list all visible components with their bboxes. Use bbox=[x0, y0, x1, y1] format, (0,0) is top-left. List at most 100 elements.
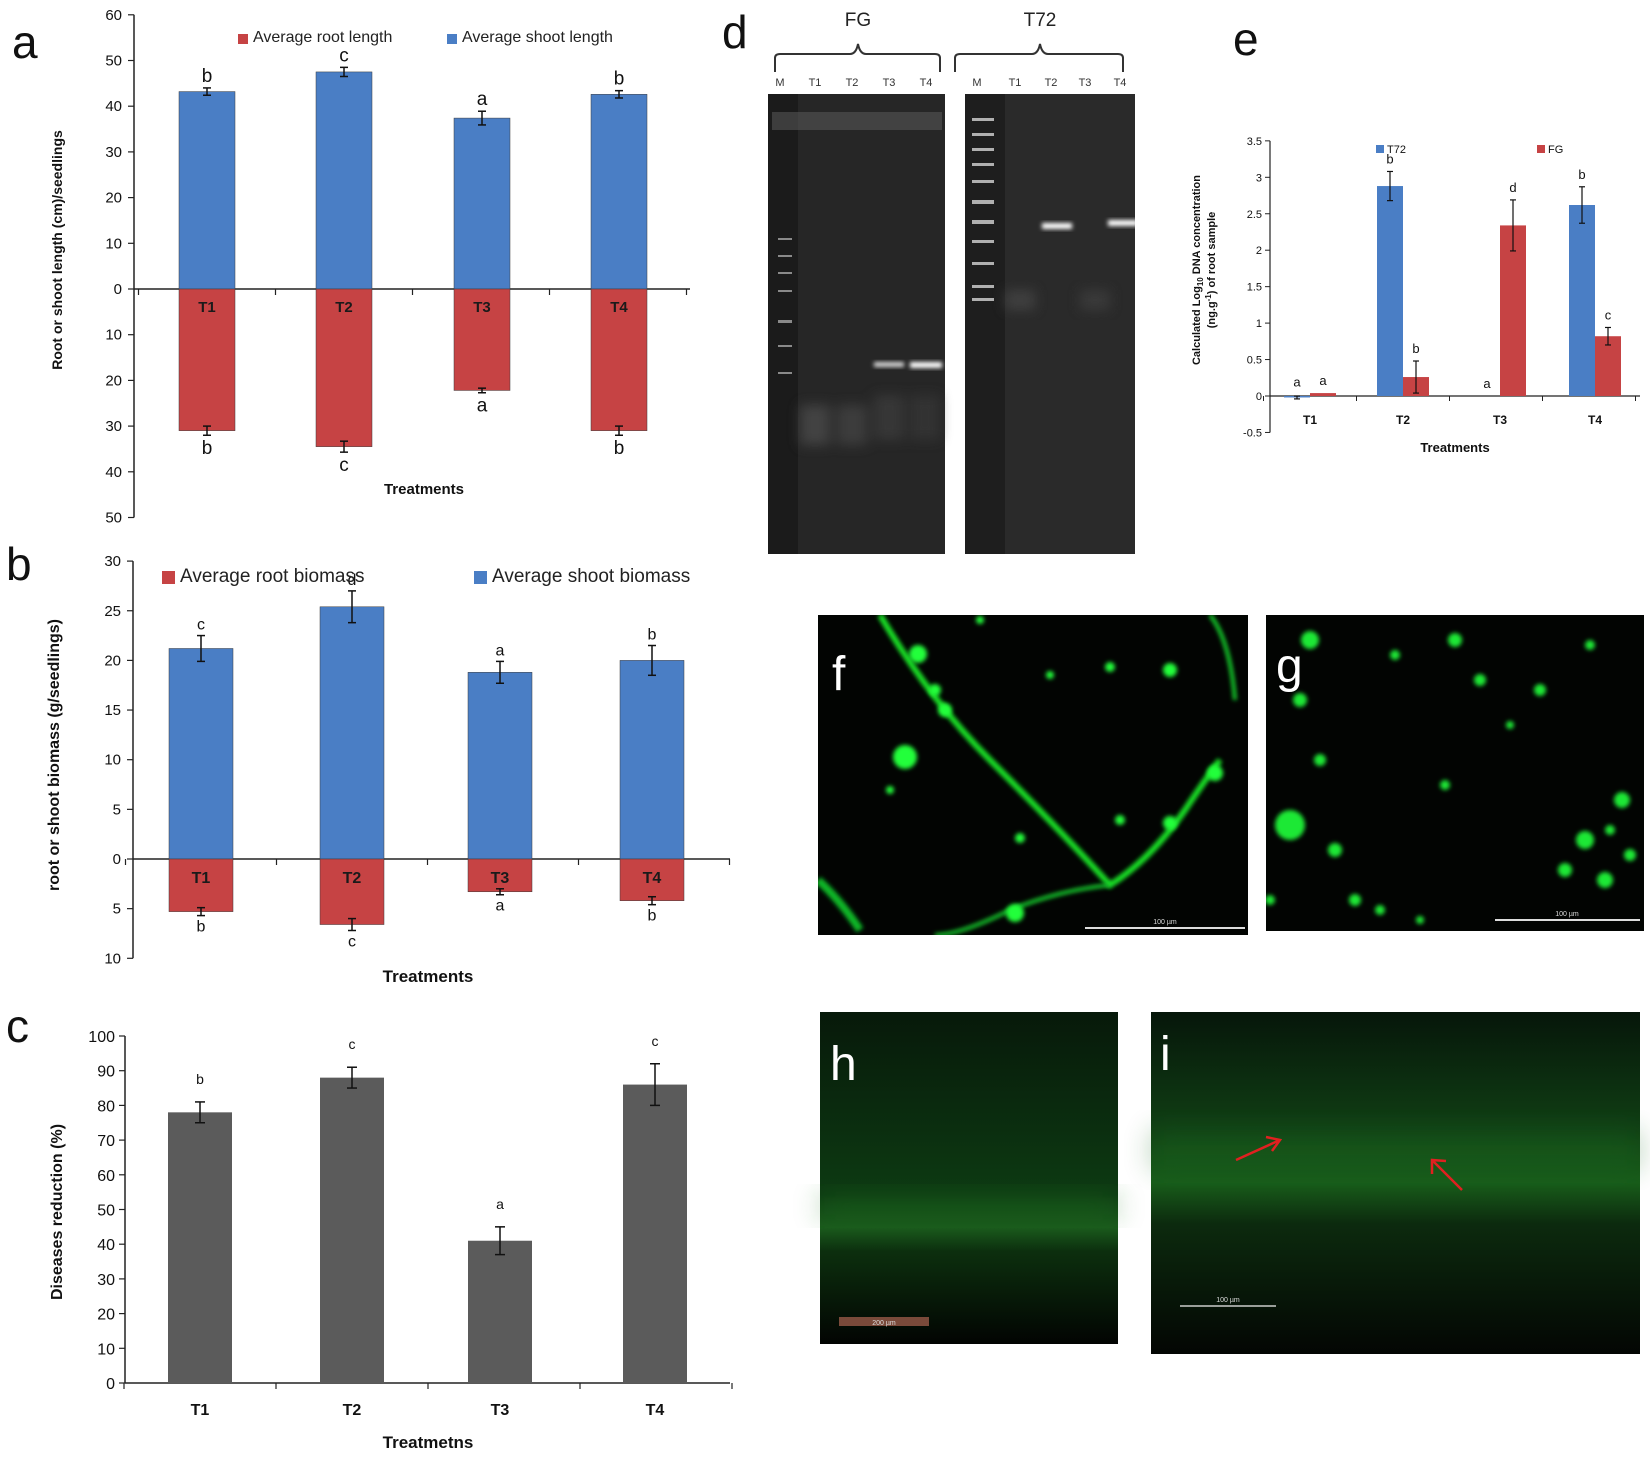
significance-letter: b bbox=[202, 438, 213, 459]
y-tick-label: 50 bbox=[97, 1203, 115, 1220]
significance-letter: a bbox=[1293, 375, 1301, 390]
y-tick-label: 2 bbox=[1256, 245, 1262, 257]
legend-swatch-shoot bbox=[474, 571, 487, 584]
category-label: T2 bbox=[343, 870, 362, 887]
gel-lane-label-t72: T1 bbox=[1009, 77, 1022, 89]
y-tick-label: 80 bbox=[97, 1098, 115, 1115]
legend-label-shoot: Average shoot length bbox=[462, 29, 613, 46]
category-label: T3 bbox=[491, 870, 510, 887]
legend-label-root: Average root biomass bbox=[180, 566, 364, 587]
x-axis-label: Treatments bbox=[383, 967, 474, 986]
y-tick-label: 40 bbox=[105, 98, 122, 115]
gel-lane-labels: M T1 T2 T3 T4 M T1 T2 T3 T4 bbox=[775, 77, 1126, 89]
legend-swatch-root bbox=[238, 34, 248, 44]
arrow-markers bbox=[1235, 1135, 1463, 1191]
legend-swatch-root bbox=[162, 571, 175, 584]
gel-smear-fg bbox=[800, 395, 940, 445]
shoot-bar bbox=[590, 94, 648, 290]
chart-b: 0 5 10 15 20 25 30 5 10 c d a b b c a b T1 T2 T3 T4 root or s… bbox=[46, 553, 731, 986]
root-bar bbox=[315, 288, 373, 447]
y-tick-label: 0 bbox=[106, 1376, 115, 1393]
category-label: T4 bbox=[610, 299, 628, 316]
y-axis-label-part: DNA concentration bbox=[1191, 175, 1203, 278]
y-tick-label: 1.5 bbox=[1247, 282, 1262, 294]
significance-letter: b bbox=[648, 627, 657, 644]
gel-marker-lane-fg bbox=[768, 94, 798, 554]
y-tick-label: 30 bbox=[104, 553, 121, 570]
category-label: T1 bbox=[191, 1402, 210, 1419]
x-axis-label: Treatmetns bbox=[383, 1433, 474, 1452]
gel-wells-fg bbox=[772, 112, 942, 130]
micrograph-f: f 100 µm bbox=[818, 615, 1248, 935]
micrograph-i: i 100 µm bbox=[1151, 1012, 1640, 1354]
y-tick-label: 60 bbox=[97, 1168, 115, 1185]
y-tick-label: 90 bbox=[97, 1064, 115, 1081]
chart-c: 0 10 20 30 40 50 60 70 80 90 100 b T1 c T2 a T3 c T4 Diseas… bbox=[49, 1029, 733, 1452]
gel-lane-label-fg: T2 bbox=[846, 77, 859, 89]
root-bar bbox=[453, 288, 511, 391]
root-bar bbox=[590, 288, 648, 431]
t72-bar bbox=[1569, 205, 1595, 396]
y-axis-label: root or shoot biomass (g/seedlings) bbox=[46, 619, 63, 891]
y-tick-label: 30 bbox=[105, 418, 122, 435]
gel-group-label-t72: T72 bbox=[1024, 10, 1057, 31]
root-bar bbox=[168, 858, 234, 912]
significance-letter: a bbox=[496, 1196, 504, 1212]
chart-e: -0.5 0 0.5 1 1.5 2 2.5 3 3.5 a b a b a b d c T1 T2 T3 T4 Trea… bbox=[1191, 136, 1640, 455]
y-tick-label: 20 bbox=[105, 372, 122, 389]
category-label: T4 bbox=[1588, 413, 1602, 427]
root-bar bbox=[178, 288, 236, 431]
category-label: T2 bbox=[343, 1402, 362, 1419]
category-label: T2 bbox=[1396, 413, 1410, 427]
category-label: T1 bbox=[192, 870, 211, 887]
y-tick-label: 30 bbox=[97, 1272, 115, 1289]
significance-letter: b bbox=[614, 438, 625, 459]
y-tick-label: 0.5 bbox=[1247, 355, 1262, 367]
y-tick-label: 40 bbox=[105, 464, 122, 481]
significance-letter: c bbox=[197, 617, 205, 634]
gel-band-fg-t3 bbox=[874, 362, 904, 367]
legend-swatch-t72 bbox=[1376, 145, 1384, 153]
y-tick-label: 25 bbox=[104, 603, 121, 620]
root-bar bbox=[319, 858, 385, 925]
y-tick-label: 2.5 bbox=[1247, 209, 1262, 221]
significance-letter: a bbox=[477, 396, 488, 417]
shoot-bar bbox=[619, 660, 685, 860]
scale-label-f: 100 µm bbox=[1153, 919, 1177, 926]
y-tick-label: 5 bbox=[113, 801, 121, 818]
gel-lane-label-fg: T4 bbox=[920, 77, 933, 89]
gel-lane-label-t72: T4 bbox=[1114, 77, 1127, 89]
significance-letter: b bbox=[196, 1071, 204, 1087]
significance-letter: b bbox=[1386, 151, 1393, 166]
y-axis-label-subscript: 10 bbox=[1196, 277, 1205, 286]
scale-label-h: 200 µm bbox=[872, 1320, 896, 1327]
scale-label-i: 100 µm bbox=[1216, 1297, 1240, 1304]
y-tick-label: 40 bbox=[97, 1237, 115, 1254]
bar bbox=[168, 1112, 232, 1383]
category-label: T3 bbox=[473, 299, 491, 316]
y-tick-label: 3 bbox=[1256, 172, 1262, 184]
significance-letter: a bbox=[1483, 376, 1491, 391]
panel-letter-e: e bbox=[1233, 13, 1259, 65]
gel-lane-label-t72: M bbox=[972, 77, 981, 89]
y-tick-label: 10 bbox=[104, 752, 121, 769]
y-axis-label-part: ) of root sample bbox=[1206, 212, 1218, 295]
gel-lane-label-fg: T1 bbox=[809, 77, 822, 89]
significance-letter: b bbox=[202, 66, 213, 87]
shoot-bar bbox=[315, 71, 373, 290]
panel-letter-a: a bbox=[12, 16, 38, 68]
gel-lane-label-t72: T3 bbox=[1079, 77, 1092, 89]
y-tick-label: 20 bbox=[104, 652, 121, 669]
bar bbox=[468, 1240, 532, 1383]
y-tick-label: -0.5 bbox=[1243, 427, 1262, 439]
significance-letter: b bbox=[1578, 167, 1585, 182]
legend-label-root: Average root length bbox=[253, 29, 392, 46]
significance-letter: a bbox=[1319, 373, 1327, 388]
shoot-bar bbox=[319, 606, 385, 860]
y-tick-label: 50 bbox=[105, 510, 122, 527]
micrograph-h: h 200 µm bbox=[820, 1012, 1118, 1344]
gel-panel-d: FG T72 M T1 T2 T3 T4 M T1 T2 T3 T4 bbox=[768, 10, 1138, 554]
category-label: T4 bbox=[643, 870, 662, 887]
bar bbox=[623, 1084, 687, 1383]
